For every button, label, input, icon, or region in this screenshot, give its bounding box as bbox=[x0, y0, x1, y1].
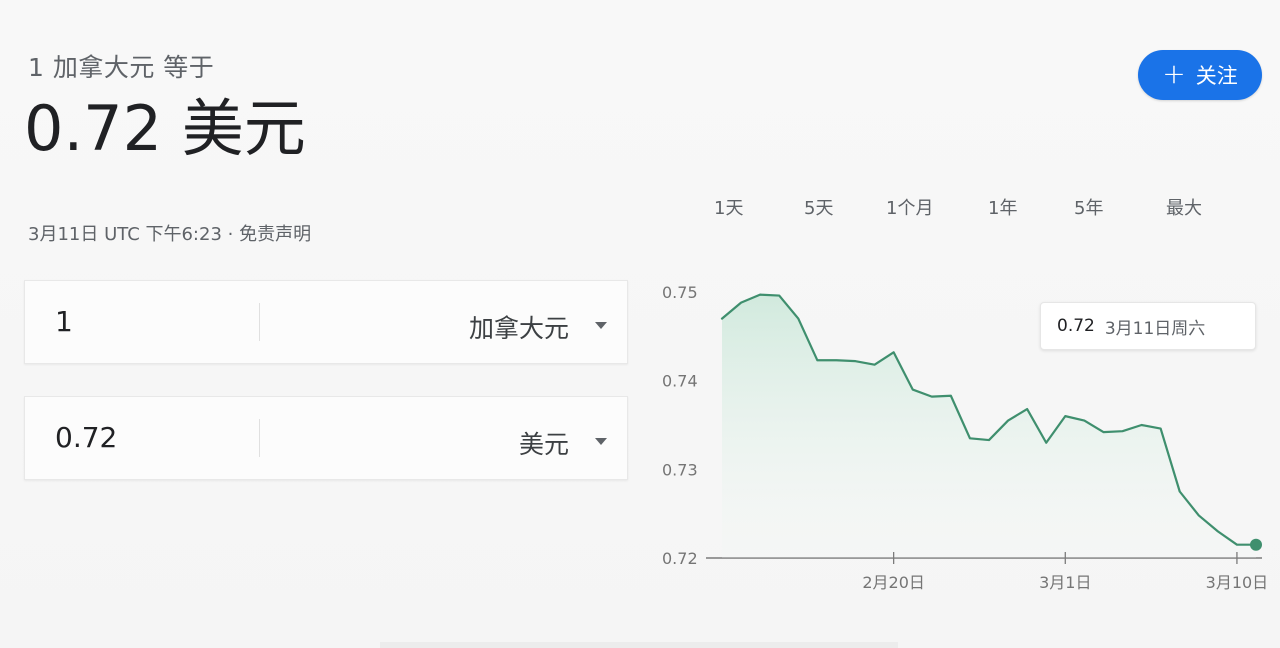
y-axis-tick-label: 0.72 bbox=[662, 549, 698, 568]
tooltip-value: 0.72 bbox=[1057, 316, 1095, 336]
bottom-divider bbox=[380, 642, 898, 648]
y-axis-tick-label: 0.75 bbox=[662, 283, 698, 302]
series-line bbox=[720, 293, 1258, 546]
series-area bbox=[722, 294, 1256, 558]
range-tab-5y[interactable]: 5年 bbox=[1074, 198, 1104, 219]
x-axis-tick-label: 3月1日 bbox=[1039, 573, 1091, 592]
conversion-rate: 0.72 美元 bbox=[24, 92, 306, 165]
range-tabs: 1天 5天 1个月 1年 5年 最大 bbox=[696, 194, 1236, 222]
to-amount-input[interactable]: 0.72 bbox=[55, 421, 118, 454]
to-currency-select[interactable]: 美元 bbox=[518, 430, 569, 459]
follow-button-label: 关注 bbox=[1195, 64, 1238, 88]
range-tab-max[interactable]: 最大 bbox=[1166, 198, 1202, 219]
field-divider bbox=[259, 419, 260, 457]
update-timestamp[interactable]: 3月11日 UTC 下午6:23 · 免责声明 bbox=[28, 224, 312, 245]
tooltip-date: 3月11日周六 bbox=[1104, 318, 1206, 339]
from-amount-input[interactable]: 1 bbox=[55, 305, 73, 338]
y-axis-tick-label: 0.74 bbox=[662, 372, 698, 391]
follow-button[interactable]: + 关注 bbox=[1138, 50, 1262, 100]
chart-tooltip: 0.72 3月11日周六 bbox=[1040, 302, 1256, 350]
from-currency-field[interactable]: 1 加拿大元 bbox=[24, 280, 628, 364]
chevron-down-icon[interactable] bbox=[595, 322, 607, 329]
range-tab-1d[interactable]: 1天 bbox=[714, 198, 744, 219]
from-currency-select[interactable]: 加拿大元 bbox=[468, 314, 569, 343]
to-currency-field[interactable]: 0.72 美元 bbox=[24, 396, 628, 480]
x-axis-tick-label: 2月20日 bbox=[862, 573, 925, 592]
x-axis-tick-label: 3月10日 bbox=[1206, 573, 1268, 592]
y-axis-tick-label: 0.73 bbox=[662, 460, 698, 479]
field-divider bbox=[259, 303, 260, 341]
current-point-marker bbox=[1250, 538, 1262, 551]
range-tab-1y[interactable]: 1年 bbox=[988, 198, 1018, 219]
range-tab-5d[interactable]: 5天 bbox=[804, 198, 834, 219]
plus-icon: + bbox=[1162, 56, 1186, 90]
chevron-down-icon[interactable] bbox=[595, 438, 607, 445]
exchange-rate-chart[interactable]: 0.75 0.74 0.73 0.72 2月20日 3月1日 3月10日 bbox=[648, 270, 1268, 606]
range-tab-1m[interactable]: 1个月 bbox=[886, 198, 934, 219]
conversion-subtitle: 1 加拿大元 等于 bbox=[28, 53, 215, 82]
